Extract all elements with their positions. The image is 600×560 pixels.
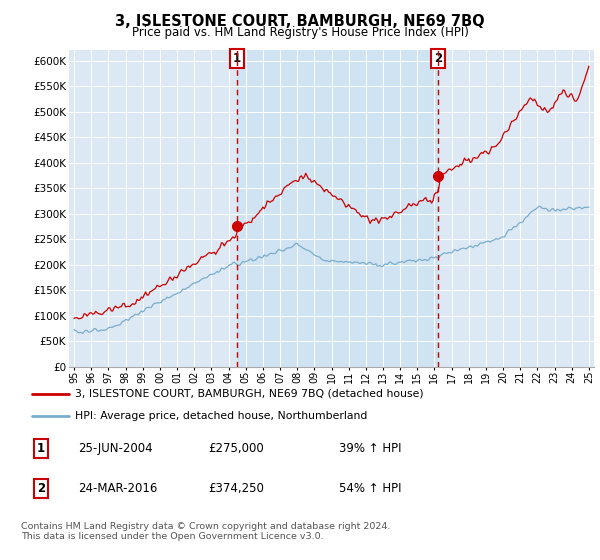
Text: Price paid vs. HM Land Registry's House Price Index (HPI): Price paid vs. HM Land Registry's House … [131,26,469,39]
Text: 2: 2 [434,52,442,65]
Text: 3, ISLESTONE COURT, BAMBURGH, NE69 7BQ (detached house): 3, ISLESTONE COURT, BAMBURGH, NE69 7BQ (… [75,389,424,399]
Text: 25-JUN-2004: 25-JUN-2004 [78,442,152,455]
Text: 1: 1 [37,442,45,455]
Text: 54% ↑ HPI: 54% ↑ HPI [338,482,401,495]
Text: HPI: Average price, detached house, Northumberland: HPI: Average price, detached house, Nort… [75,410,367,421]
Text: 24-MAR-2016: 24-MAR-2016 [78,482,157,495]
Bar [237,50,438,367]
Text: 1: 1 [233,52,241,65]
Text: £275,000: £275,000 [208,442,264,455]
Text: £374,250: £374,250 [208,482,264,495]
Text: Contains HM Land Registry data © Crown copyright and database right 2024.
This d: Contains HM Land Registry data © Crown c… [21,522,391,542]
Text: 39% ↑ HPI: 39% ↑ HPI [338,442,401,455]
Text: 3, ISLESTONE COURT, BAMBURGH, NE69 7BQ: 3, ISLESTONE COURT, BAMBURGH, NE69 7BQ [115,14,485,29]
Text: 2: 2 [37,482,45,495]
